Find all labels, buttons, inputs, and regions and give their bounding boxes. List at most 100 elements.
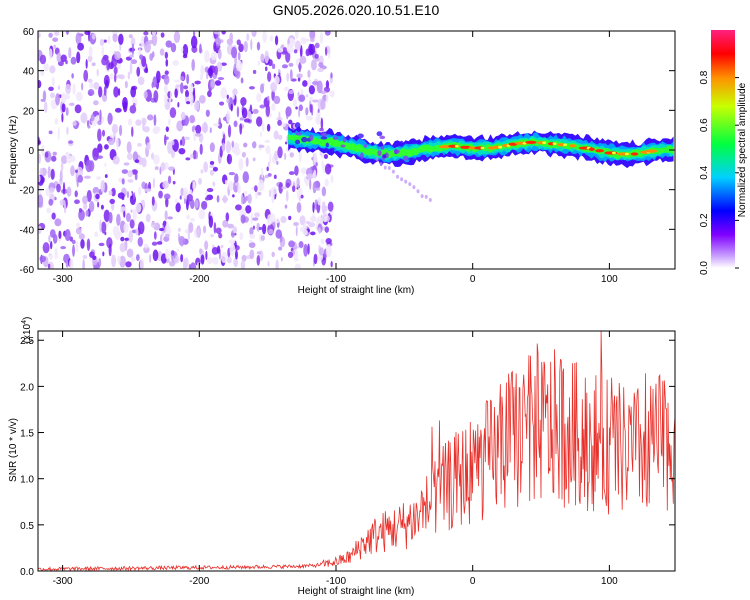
noise-cell <box>139 258 145 269</box>
noise-cell <box>209 142 215 153</box>
noise-cell <box>156 241 163 245</box>
noise-cell <box>260 53 265 63</box>
noise-cell <box>52 151 57 156</box>
noise-cell <box>72 244 75 257</box>
noise-cell <box>80 112 88 124</box>
noise-cell <box>75 170 78 183</box>
noise-cell <box>229 32 233 42</box>
ridge-scatter <box>301 136 308 143</box>
noise-cell <box>183 85 189 90</box>
noise-cell <box>38 175 41 183</box>
noise-cell <box>39 167 43 177</box>
noise-cell <box>240 194 244 205</box>
noise-cell <box>309 96 313 102</box>
noise-cell <box>220 62 227 66</box>
noise-cell <box>167 141 173 155</box>
noise-cell <box>65 107 69 116</box>
noise-cell <box>88 201 95 213</box>
noise-cell <box>217 48 222 60</box>
noise-cell <box>130 59 138 65</box>
ridge-hotspot <box>454 144 459 148</box>
noise-cell <box>308 222 316 228</box>
noise-cell <box>194 80 201 85</box>
noise-cell <box>180 111 186 121</box>
noise-cell <box>165 233 170 238</box>
noise-cell <box>243 142 248 148</box>
noise-cell <box>117 192 125 199</box>
noise-cell <box>187 229 190 241</box>
noise-cell <box>243 40 248 53</box>
noise-cell <box>60 246 67 250</box>
noise-cell <box>252 225 256 230</box>
noise-cell <box>189 262 197 269</box>
noise-cell <box>268 228 274 235</box>
noise-cell <box>143 90 148 99</box>
ridge-scatter <box>340 144 346 148</box>
noise-cell <box>101 45 105 57</box>
noise-cell <box>182 258 187 269</box>
ridge-scatter <box>399 140 404 147</box>
y-tick-label: 0.5 <box>20 521 34 532</box>
noise-cell <box>235 204 242 211</box>
noise-cell <box>102 251 105 257</box>
y-tick-label: 60 <box>23 27 35 38</box>
noise-region <box>38 31 335 269</box>
noise-cell <box>176 248 180 252</box>
x-tick-label: 100 <box>601 274 618 285</box>
y-tick-label: -40 <box>20 225 35 236</box>
noise-cell <box>131 169 138 175</box>
noise-cell <box>123 162 130 166</box>
noise-cell <box>216 195 220 203</box>
noise-cell <box>276 160 279 165</box>
noise-cell <box>125 261 132 268</box>
noise-cell <box>41 144 45 157</box>
noise-cell <box>99 219 102 233</box>
noise-cell <box>98 242 105 247</box>
ridge-scatter <box>294 139 301 145</box>
noise-cell <box>325 93 329 104</box>
noise-cell <box>131 43 134 56</box>
noise-cell <box>193 129 197 142</box>
noise-cell <box>48 48 53 60</box>
noise-cell <box>237 51 241 61</box>
noise-cell <box>289 69 293 81</box>
noise-cell <box>285 190 289 201</box>
noise-cell <box>280 257 283 262</box>
noise-cell <box>92 186 100 194</box>
noise-cell <box>96 176 102 180</box>
noise-cell <box>180 187 184 197</box>
noise-cell <box>135 119 142 126</box>
noise-cell <box>169 107 177 119</box>
noise-cell <box>136 66 141 77</box>
noise-cell <box>309 231 316 236</box>
noise-cell <box>127 118 133 126</box>
noise-cell <box>47 166 51 179</box>
ridge-scatter <box>408 157 416 161</box>
noise-cell <box>92 148 99 161</box>
noise-cell <box>130 209 133 213</box>
noise-cell <box>208 215 214 228</box>
noise-cell <box>123 210 126 218</box>
noise-cell <box>184 197 187 205</box>
noise-cell <box>228 181 234 191</box>
noise-cell <box>198 177 202 185</box>
noise-cell <box>114 107 122 113</box>
noise-cell <box>86 238 91 252</box>
noise-cell <box>74 104 82 114</box>
ridge-hotspot <box>624 152 629 156</box>
noise-cell <box>168 166 175 171</box>
noise-cell <box>269 152 272 164</box>
noise-cell <box>128 230 133 243</box>
ridge-trail <box>420 194 424 199</box>
noise-cell <box>267 172 272 177</box>
noise-cell <box>273 174 277 180</box>
noise-cell <box>66 31 69 35</box>
noise-cell <box>305 94 309 98</box>
noise-cell <box>87 78 93 83</box>
noise-cell <box>122 101 128 113</box>
ridge-scatter <box>329 147 335 152</box>
noise-cell <box>44 243 47 248</box>
bottom-y-axis-label: SNR (10 * v/v) <box>8 418 19 482</box>
noise-cell <box>329 90 335 98</box>
noise-cell <box>51 212 56 220</box>
